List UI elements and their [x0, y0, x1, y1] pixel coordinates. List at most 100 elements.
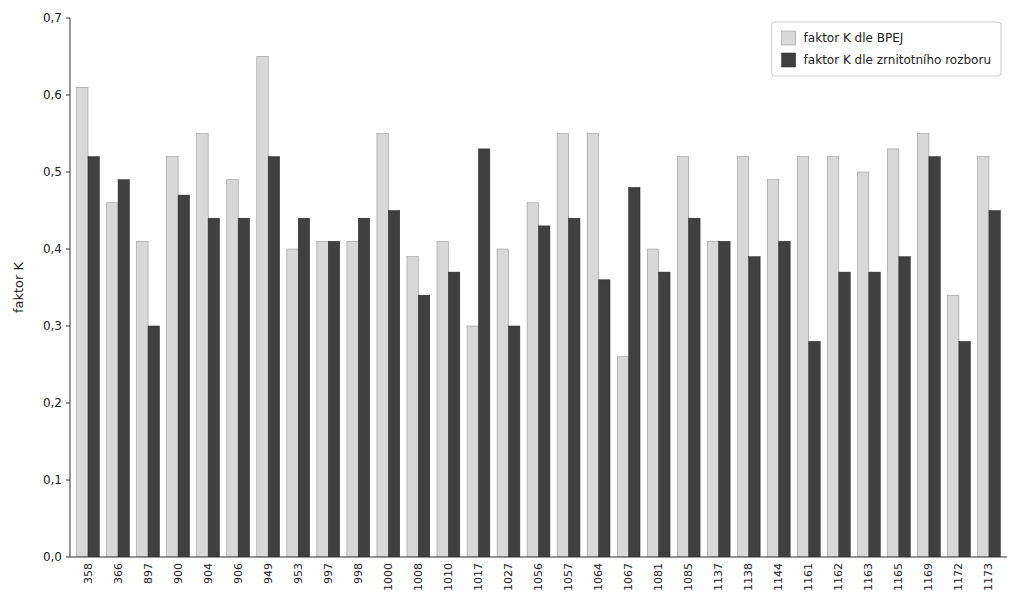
x-tick-label: 1085 — [682, 563, 695, 591]
x-tick-label: 1169 — [922, 563, 935, 591]
legend: faktor K dle BPEJfaktor K dle zrnitotníh… — [772, 22, 1001, 76]
y-tick — [66, 172, 70, 173]
bar — [197, 134, 208, 558]
bar — [178, 195, 189, 557]
x-tick-label: 1017 — [472, 563, 485, 591]
bar — [587, 134, 598, 558]
x-tick-label: 1008 — [412, 563, 425, 591]
bar — [238, 218, 249, 557]
y-tick — [66, 403, 70, 404]
legend-box — [772, 22, 1001, 76]
bar — [749, 257, 760, 557]
bar — [227, 180, 238, 557]
y-tick — [66, 249, 70, 250]
y-tick-label: 0,0 — [43, 550, 62, 564]
bar — [767, 180, 778, 557]
bar — [677, 157, 688, 557]
bar — [617, 357, 628, 557]
y-tick-label: 0,4 — [43, 242, 62, 256]
y-tick-label: 0,7 — [43, 11, 62, 25]
bar — [929, 157, 940, 557]
bar — [737, 157, 748, 557]
bar — [358, 218, 369, 557]
y-tick — [66, 95, 70, 96]
bar — [707, 241, 718, 557]
bar — [629, 187, 640, 557]
bar — [809, 341, 820, 557]
x-tick-label: 1162 — [832, 563, 845, 591]
x-tick-label: 1064 — [592, 563, 605, 591]
bar — [899, 257, 910, 557]
bar — [347, 241, 358, 557]
y-tick — [66, 557, 70, 558]
x-tick-label: 366 — [112, 563, 125, 584]
bar — [959, 341, 970, 557]
x-tick-label: 1163 — [862, 563, 875, 591]
bar — [569, 218, 580, 557]
bar — [869, 272, 880, 557]
y-tick-label: 0,6 — [43, 88, 62, 102]
x-axis-line — [70, 557, 1007, 558]
bar — [407, 257, 418, 557]
bar — [989, 211, 1000, 558]
bar — [118, 180, 129, 557]
y-axis-label: faktor K — [11, 261, 26, 313]
bar — [137, 241, 148, 557]
bar — [317, 241, 328, 557]
y-tick-label: 0,1 — [43, 473, 62, 487]
y-tick-label: 0,2 — [43, 396, 62, 410]
bar — [647, 249, 658, 557]
x-tick-label: 1165 — [892, 563, 905, 591]
bar — [418, 295, 429, 557]
bar — [257, 57, 268, 558]
x-tick-label: 904 — [202, 563, 215, 584]
bar — [208, 218, 219, 557]
page: {"chart_data": {"type": "bar", "y_label"… — [0, 0, 1023, 609]
bar — [107, 203, 118, 557]
x-tick-label: 1138 — [742, 563, 755, 591]
x-tick-label: 997 — [322, 563, 335, 584]
x-tick-label: 1000 — [382, 563, 395, 591]
bar — [448, 272, 459, 557]
legend-label: faktor K dle BPEJ — [804, 31, 904, 45]
bar — [797, 157, 808, 557]
bar — [508, 326, 519, 557]
bar — [167, 157, 178, 557]
bar — [328, 241, 339, 557]
y-axis-line — [70, 18, 71, 557]
x-tick-label: 949 — [262, 563, 275, 584]
y-tick — [66, 480, 70, 481]
bar — [659, 272, 670, 557]
bar — [918, 134, 929, 558]
bars — [77, 57, 1001, 558]
x-tick-label: 906 — [232, 563, 245, 584]
bar — [599, 280, 610, 557]
x-tick-label: 1144 — [772, 563, 785, 591]
bar — [948, 295, 959, 557]
bar — [719, 241, 730, 557]
bar — [839, 272, 850, 557]
x-tick-label: 1010 — [442, 563, 455, 591]
y-tick — [66, 18, 70, 19]
chart: 0,00,10,20,30,40,50,60,73583668979009049… — [0, 0, 1023, 609]
x-tick-label: 900 — [172, 563, 185, 584]
bar — [857, 172, 868, 557]
legend-swatch — [782, 31, 796, 45]
bar — [77, 87, 88, 557]
bar — [779, 241, 790, 557]
bar — [497, 249, 508, 557]
bar — [88, 157, 99, 557]
bar — [887, 149, 898, 557]
y-tick-label: 0,5 — [43, 165, 62, 179]
x-tick-label: 1081 — [652, 563, 665, 591]
x-tick-label: 1057 — [562, 563, 575, 591]
x-tick-label: 1161 — [802, 563, 815, 591]
bar — [148, 326, 159, 557]
bar — [539, 226, 550, 557]
bar — [689, 218, 700, 557]
legend-swatch — [782, 53, 796, 67]
bar — [377, 134, 388, 558]
bar — [978, 157, 989, 557]
bar — [527, 203, 538, 557]
x-tick-label: 998 — [352, 563, 365, 584]
